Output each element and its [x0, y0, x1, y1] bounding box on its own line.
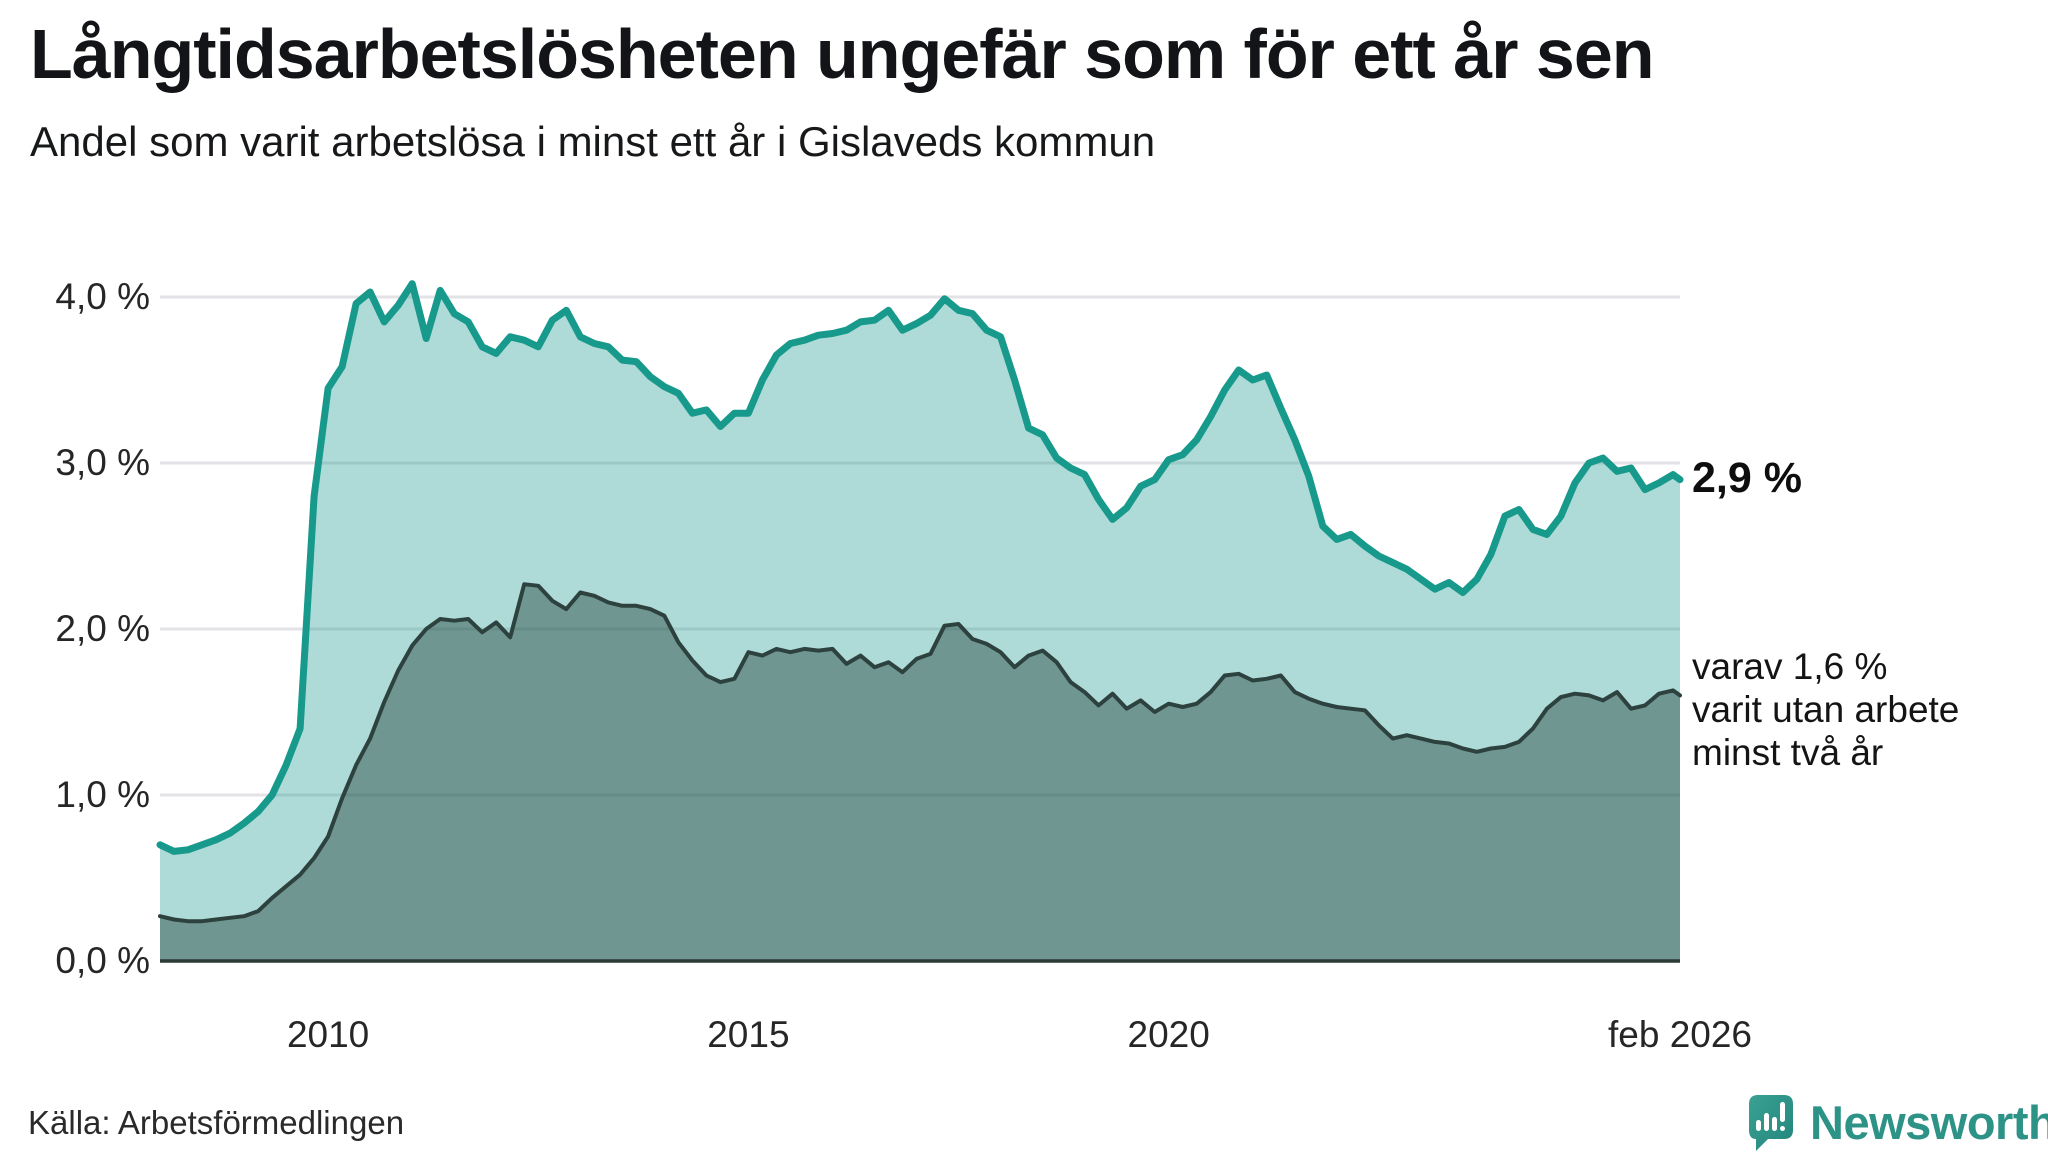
exclamation-dot [1780, 1126, 1785, 1131]
x-tick-label: 2010 [286, 1014, 370, 1055]
secondary-line-1: varav 1,6 % [1692, 646, 1888, 687]
secondary-line-3: minst två år [1692, 732, 1884, 773]
latest-value-label: 2,9 % [1692, 454, 1802, 502]
area-series-0 [160, 283, 1680, 961]
speech-bubble-shape [1749, 1095, 1793, 1151]
line-series-1 [158, 582, 1682, 924]
page-title: Långtidsarbetslösheten ungefär som för e… [30, 15, 1655, 93]
newsworthy-logo: Newsworthy [1746, 1094, 2048, 1152]
y-tick-label: 4,0 % [55, 276, 150, 317]
x-tick-label: 2015 [707, 1014, 790, 1055]
secondary-line-2: varit utan arbete [1692, 689, 1960, 730]
y-tick-label: 1,0 % [55, 774, 150, 815]
secondary-value-label: varav 1,6 % varit utan arbete minst två … [1692, 645, 1959, 774]
x-tick-label: feb 2026 [1607, 1014, 1753, 1055]
y-tick-label: 2,0 % [55, 608, 150, 649]
y-tick-label: 3,0 % [55, 442, 150, 483]
newsworthy-logo-icon [1749, 1095, 1793, 1151]
source-credit: Källa: Arbetsförmedlingen [28, 1104, 405, 1141]
bar-chart-glyph [1756, 1102, 1785, 1131]
y-tick-label: 0,0 % [55, 940, 150, 981]
chart-subtitle: Andel som varit arbetslösa i minst ett å… [30, 118, 1156, 165]
area-series-1 [160, 584, 1680, 961]
newsworthy-logo-text: Newsworthy [1810, 1096, 2048, 1149]
exclamation-bar [1780, 1102, 1785, 1122]
line-series-0 [156, 280, 1684, 855]
x-tick-label: 2020 [1127, 1014, 1210, 1055]
